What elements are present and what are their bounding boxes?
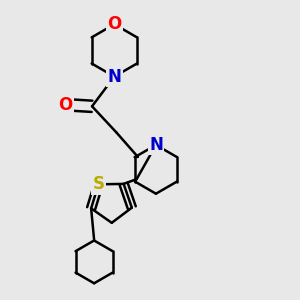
Text: S: S xyxy=(92,175,104,193)
Text: N: N xyxy=(149,136,163,154)
Text: O: O xyxy=(58,96,72,114)
Text: O: O xyxy=(107,15,122,33)
Text: N: N xyxy=(107,68,121,85)
